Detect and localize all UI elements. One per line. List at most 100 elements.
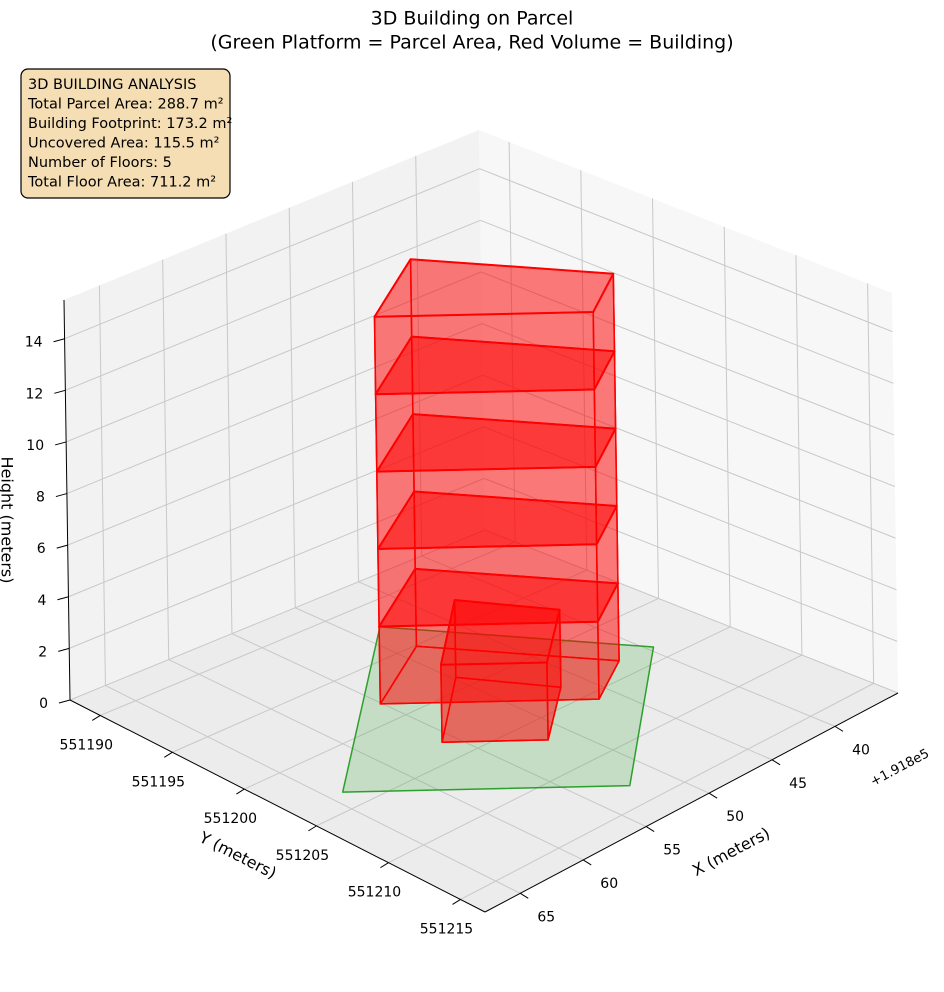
tick-mark xyxy=(582,859,592,866)
tick-mark xyxy=(56,544,68,549)
grid-line xyxy=(65,219,481,391)
floor-pane xyxy=(70,530,898,912)
tick-mark xyxy=(380,862,389,869)
tick-mark xyxy=(58,647,70,652)
x-offset-label: +1.918e5 xyxy=(868,746,932,789)
grid-line xyxy=(316,626,731,827)
tick-mark xyxy=(54,441,67,446)
x-tick-label: 55 xyxy=(663,843,681,859)
info-text: 3D BUILDING ANALYSIS Total Parcel Area: 2… xyxy=(27,77,232,191)
y-tick-label: 551195 xyxy=(132,774,185,790)
box-side xyxy=(440,661,549,743)
grid-line xyxy=(460,682,874,900)
x-tick-label: 45 xyxy=(789,776,807,792)
info-heading: 3D BUILDING ANALYSIS xyxy=(28,77,196,93)
grid xyxy=(64,141,899,900)
z-tick-label: 6 xyxy=(37,541,46,557)
tick-mark xyxy=(452,899,461,905)
tick-mark xyxy=(236,788,245,795)
tick-mark xyxy=(91,715,101,721)
tick-mark xyxy=(54,389,66,394)
grid-line xyxy=(482,374,896,539)
grid-line xyxy=(484,477,898,642)
tick-mark xyxy=(57,596,69,601)
z-tick-label: 8 xyxy=(36,490,45,506)
tick-mark xyxy=(771,759,781,766)
info-line: Number of Floors: 5 xyxy=(28,155,172,171)
x-tick-label: 40 xyxy=(852,742,870,758)
info-line: Building Footprint: 173.2 m² xyxy=(28,116,232,132)
z-tick-label: 2 xyxy=(38,644,47,660)
tick-mark xyxy=(58,699,71,704)
grid-line xyxy=(168,659,584,861)
grid-line xyxy=(481,323,896,488)
grid-line xyxy=(98,285,106,686)
z-tick-label: 14 xyxy=(25,335,43,351)
grid-line xyxy=(64,168,480,340)
tick-mark xyxy=(55,493,68,498)
y-axis-label: Y (meters) xyxy=(195,827,279,882)
x-tick-label: 50 xyxy=(726,809,744,825)
z-tick-label: 0 xyxy=(39,696,48,712)
grid-line xyxy=(484,529,899,694)
z-tick-label: 10 xyxy=(26,438,44,454)
x-axis-line xyxy=(484,692,899,913)
z-axis-label: Height (meters) xyxy=(0,457,17,584)
z-axis-line xyxy=(63,299,71,701)
tick-mark xyxy=(645,826,655,832)
grid-line xyxy=(244,598,659,790)
tick-mark xyxy=(834,725,844,732)
grid-line xyxy=(225,233,233,634)
info-line: Total Floor Area: 711.2 m² xyxy=(27,175,216,191)
grid-line xyxy=(65,271,482,443)
grid-line xyxy=(795,255,803,656)
grid-line xyxy=(358,581,773,761)
y-tick-label: 551210 xyxy=(348,885,401,901)
y-tick-label: 551205 xyxy=(276,848,329,864)
z-tick-label: 4 xyxy=(38,593,47,609)
grid-line xyxy=(388,654,803,864)
y-axis-line xyxy=(69,699,486,913)
box-top xyxy=(373,258,615,318)
grid-line xyxy=(723,226,731,627)
grid-line xyxy=(480,271,895,436)
grid-line xyxy=(480,219,894,384)
grid-line xyxy=(483,426,897,591)
grid-line xyxy=(479,168,893,333)
chart-title: 3D Building on Parcel xyxy=(371,8,574,30)
grid-line xyxy=(295,607,710,794)
tick-mark xyxy=(164,751,173,758)
tick-mark xyxy=(53,338,65,343)
grid-line xyxy=(421,555,836,727)
grid-line xyxy=(162,259,170,660)
grid-line xyxy=(415,155,423,556)
z-tick-label: 12 xyxy=(26,386,44,402)
x-axis-label: X (meters) xyxy=(689,823,773,880)
grid-line xyxy=(508,141,516,542)
info-line: Uncovered Area: 115.5 m² xyxy=(28,136,219,152)
parcel xyxy=(341,626,655,793)
grid-line xyxy=(105,685,521,894)
grid-line xyxy=(867,283,875,684)
info-line: Total Parcel Area: 288.7 m² xyxy=(27,97,224,113)
grid-line xyxy=(652,198,660,599)
tick-mark xyxy=(519,892,529,899)
info-box xyxy=(20,68,231,199)
grid-line xyxy=(66,323,483,495)
chart-subtitle: (Green Platform = Parcel Area, Red Volum… xyxy=(210,32,733,54)
tick-mark xyxy=(308,825,317,832)
tick-mark xyxy=(708,792,718,799)
y-tick-label: 551190 xyxy=(60,737,113,753)
grid-line xyxy=(288,207,296,608)
wall-pane xyxy=(64,130,485,700)
box-top xyxy=(439,599,561,666)
y-tick-label: 551215 xyxy=(420,921,473,937)
y-tick-label: 551200 xyxy=(204,811,257,827)
grid-line xyxy=(67,374,483,546)
grid-line xyxy=(231,633,647,827)
grid-line xyxy=(351,181,359,582)
x-tick-label: 65 xyxy=(537,909,555,925)
grid-line xyxy=(69,529,486,701)
